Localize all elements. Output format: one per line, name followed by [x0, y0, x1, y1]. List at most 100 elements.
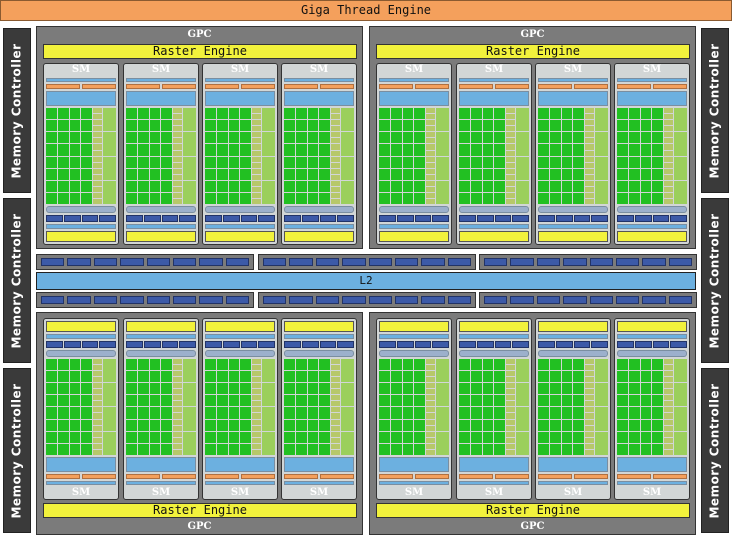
streaming-multiprocessor: SM	[535, 318, 611, 500]
register-file	[379, 456, 449, 473]
ld-st-unit	[585, 198, 594, 205]
ld-st-unit	[173, 180, 182, 186]
ld-st-unit	[506, 419, 515, 425]
core-array	[459, 358, 529, 455]
cuda-core	[284, 132, 295, 144]
ld-st-unit	[664, 156, 673, 162]
crossbar-port	[342, 258, 366, 266]
ld-st-unit	[331, 126, 340, 132]
cuda-core	[216, 180, 228, 192]
sfu	[341, 383, 354, 407]
ld-st-unit	[426, 443, 435, 449]
texture-cache	[617, 223, 687, 230]
crossbar-port	[589, 296, 613, 304]
cuda-core	[161, 108, 172, 120]
crossbar-port	[447, 296, 471, 304]
cuda-core	[319, 419, 330, 431]
warp-scheduler	[379, 474, 413, 480]
cuda-cores	[617, 358, 663, 455]
warp-scheduler	[82, 83, 116, 89]
cuda-core	[149, 358, 161, 371]
texture-unit	[573, 214, 591, 222]
cuda-core	[402, 108, 414, 120]
interconnect-network	[538, 350, 608, 357]
sfu-units	[103, 358, 116, 455]
texture-unit	[379, 214, 396, 222]
ld-st-units	[664, 358, 673, 455]
cuda-core	[561, 120, 573, 132]
ld-st-unit	[252, 407, 261, 413]
cuda-core	[46, 443, 57, 455]
cuda-core	[149, 443, 161, 455]
ld-st-unit	[331, 114, 340, 120]
ld-st-unit	[585, 371, 594, 377]
ld-st-unit	[173, 389, 182, 395]
crossbar-port	[199, 258, 223, 266]
cuda-core	[149, 407, 161, 419]
sfu	[516, 180, 529, 205]
polymorph-engine	[205, 231, 275, 242]
crossbar-port	[41, 258, 65, 266]
cuda-core	[205, 371, 216, 383]
polymorph-engine	[284, 321, 354, 332]
cuda-core	[652, 407, 663, 419]
interconnect-network	[617, 206, 687, 213]
sfu	[183, 108, 196, 132]
texture-unit	[222, 341, 240, 349]
texture-units	[126, 214, 196, 222]
cuda-core	[284, 383, 295, 395]
cuda-core	[414, 407, 425, 419]
warp-scheduler	[459, 83, 493, 89]
sfu	[103, 358, 116, 383]
cuda-core	[57, 443, 69, 455]
ld-st-unit	[585, 108, 594, 114]
cuda-core	[470, 419, 482, 431]
cuda-core	[573, 395, 584, 407]
cuda-core	[482, 358, 494, 371]
cuda-core	[494, 180, 505, 192]
sfu	[436, 108, 449, 132]
texture-unit	[161, 341, 179, 349]
cuda-core	[482, 431, 494, 443]
cuda-core	[470, 192, 482, 205]
cuda-core	[161, 358, 172, 371]
sfu	[341, 132, 354, 156]
cuda-core	[137, 383, 149, 395]
cuda-core	[640, 443, 652, 455]
cuda-core	[459, 156, 470, 168]
cuda-cores	[126, 358, 172, 455]
ld-st-unit	[506, 198, 515, 205]
cuda-core	[538, 168, 549, 180]
warp-schedulers	[617, 83, 687, 89]
cuda-core	[295, 132, 307, 144]
ld-st-unit	[331, 395, 340, 401]
cuda-core	[205, 108, 216, 120]
cuda-core	[573, 156, 584, 168]
cuda-core	[126, 120, 137, 132]
streaming-multiprocessor: SM	[281, 63, 357, 245]
interconnect-network	[284, 350, 354, 357]
instruction-cache	[617, 78, 687, 82]
ld-st-unit	[173, 108, 182, 114]
cuda-core	[126, 180, 137, 192]
cuda-core	[538, 358, 549, 371]
cuda-core	[149, 383, 161, 395]
ld-st-unit	[506, 443, 515, 449]
sfu	[341, 180, 354, 205]
ld-st-units	[93, 108, 102, 205]
ld-st-unit	[252, 365, 261, 371]
cuda-core	[390, 180, 402, 192]
cuda-core	[561, 358, 573, 371]
cuda-core	[69, 108, 81, 120]
cuda-core	[617, 132, 628, 144]
cuda-core	[652, 156, 663, 168]
polymorph-engine	[617, 321, 687, 332]
texture-units	[46, 341, 116, 349]
cuda-core	[137, 156, 149, 168]
crossbar-segment	[258, 254, 476, 270]
ld-st-unit	[506, 407, 515, 413]
cuda-core	[470, 371, 482, 383]
warp-schedulers	[459, 83, 529, 89]
cuda-core	[228, 156, 240, 168]
cuda-core	[307, 108, 319, 120]
